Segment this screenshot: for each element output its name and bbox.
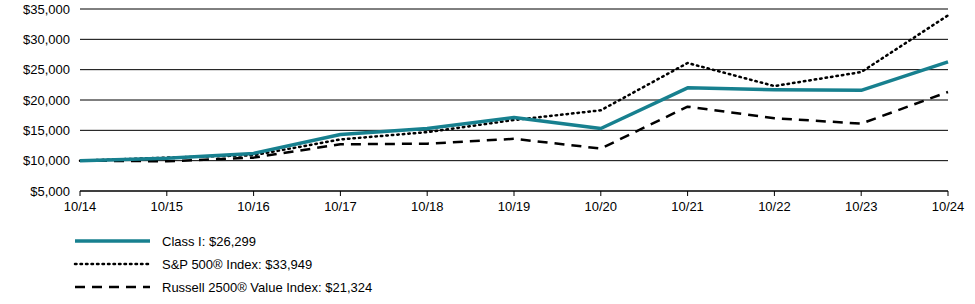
chart: $5,000 $10,000 $15,000 $20,000 $25,000 $30,00…	[0, 0, 975, 304]
grid-line	[80, 130, 948, 131]
x-tick	[600, 191, 601, 196]
x-tick-label: 10/21	[671, 199, 704, 214]
grid-line	[80, 9, 948, 10]
x-tick	[514, 191, 515, 196]
grid-line	[80, 39, 948, 40]
y-tick-label: $25,000	[23, 62, 70, 77]
x-tick	[166, 191, 167, 196]
legend-label: Class I: $26,299	[162, 234, 256, 249]
grid-line	[80, 100, 948, 101]
y-tick-label: $5,000	[30, 184, 70, 199]
x-tick-label: 10/22	[758, 199, 791, 214]
x-tick-label: 10/24	[932, 199, 965, 214]
legend-swatch	[75, 263, 150, 266]
x-tick	[861, 191, 862, 196]
legend-label: S&P 500® Index: $33,949	[162, 257, 312, 272]
x-tick-label: 10/16	[237, 199, 270, 214]
y-tick-label: $30,000	[23, 32, 70, 47]
series-line	[80, 62, 948, 161]
grid-line	[80, 69, 948, 70]
x-tick	[340, 191, 341, 196]
x-tick	[80, 191, 81, 196]
x-tick-label: 10/17	[324, 199, 357, 214]
x-tick	[427, 191, 428, 196]
y-tick-label: $35,000	[23, 2, 70, 17]
plot-area	[80, 15, 948, 161]
x-tick-label: 10/18	[411, 199, 444, 214]
x-tick	[687, 191, 688, 196]
series-line	[80, 92, 948, 161]
legend-swatch	[75, 239, 150, 243]
x-tick-label: 10/20	[585, 199, 618, 214]
x-tick	[948, 191, 949, 196]
x-tick	[774, 191, 775, 196]
grid-line	[80, 160, 948, 161]
x-tick-label: 10/14	[64, 199, 97, 214]
x-tick-label: 10/15	[151, 199, 184, 214]
x-tick-label: 10/23	[845, 199, 878, 214]
series-line	[80, 15, 948, 160]
legend-swatch	[75, 286, 150, 289]
legend-label: Russell 2500® Value Index: $21,324	[162, 280, 372, 295]
y-tick-label: $15,000	[23, 123, 70, 138]
x-tick	[253, 191, 254, 196]
y-tick-label: $10,000	[23, 153, 70, 168]
y-tick-label: $20,000	[23, 93, 70, 108]
x-tick-label: 10/19	[498, 199, 531, 214]
